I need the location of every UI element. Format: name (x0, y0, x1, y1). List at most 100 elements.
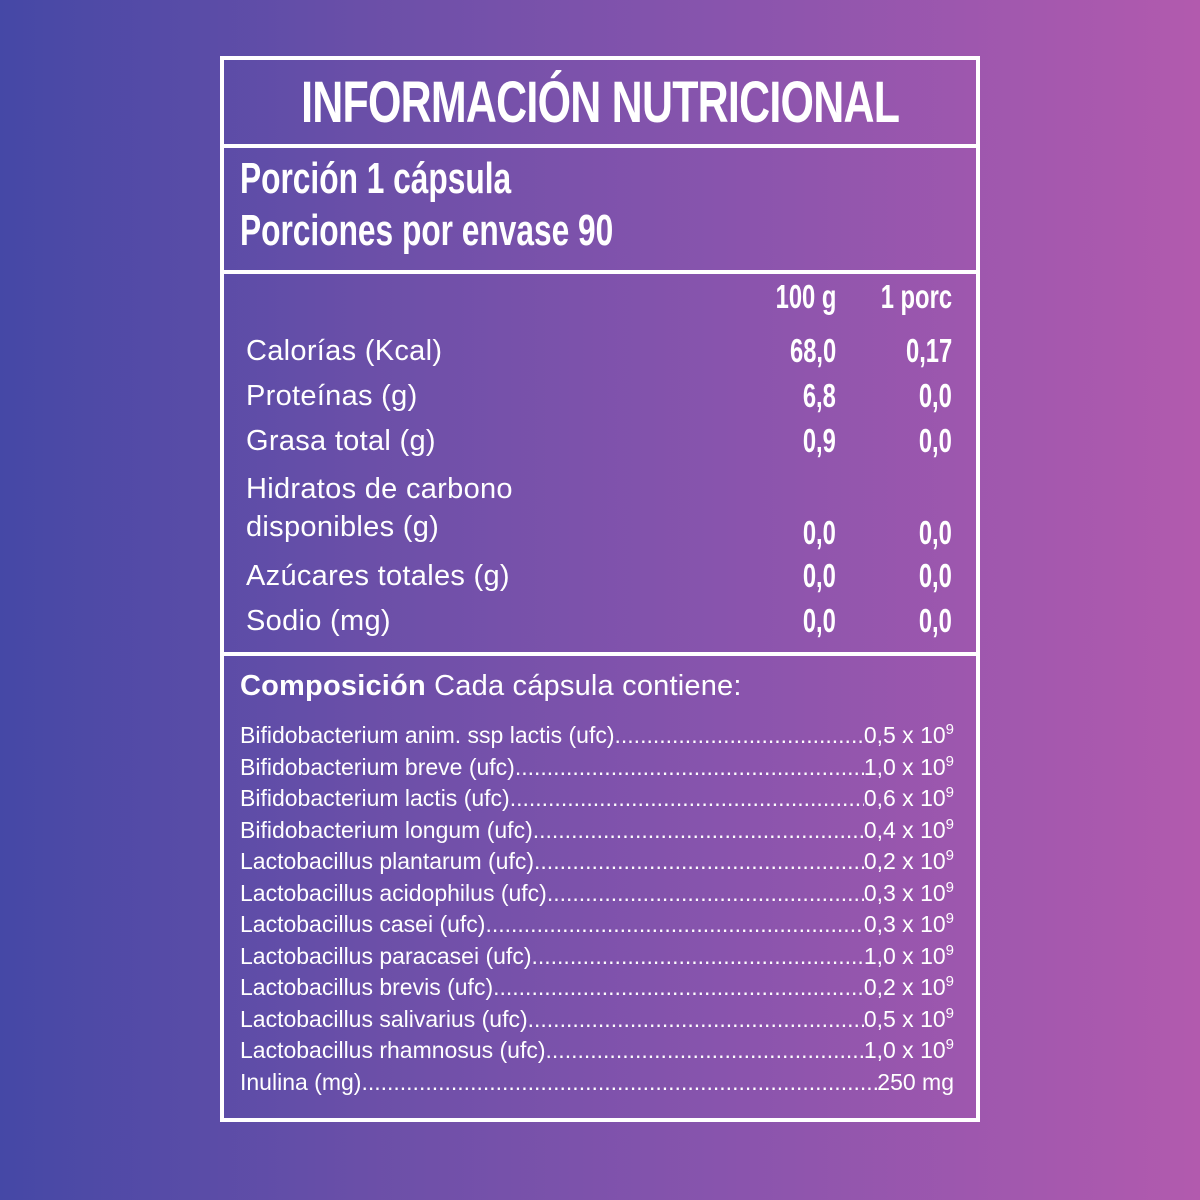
composition-row: Lactobacillus rhamnosus (ufc) 1,0 x 109 (240, 1037, 954, 1067)
ingredient-amount-exponent: 9 (945, 752, 954, 770)
ingredient-name: Inulina (mg) (240, 1068, 362, 1095)
composition-row: Lactobacillus casei (ufc) 0,3 x 109 (240, 911, 954, 941)
nutrient-label: Grasa total (g) (246, 425, 436, 457)
nutrient-label: Hidratos de carbono (246, 473, 513, 505)
nutrient-label: Sodio (mg) (246, 605, 391, 637)
ingredient-amount-exponent: 9 (945, 941, 954, 959)
dot-leader (485, 911, 863, 938)
column-header-100g: 100 g (775, 278, 836, 315)
ingredient-name: Lactobacillus casei (ufc) (240, 911, 486, 937)
nutrient-value-portion: 0,17 (905, 332, 952, 369)
dot-leader (493, 974, 864, 1001)
nutrient-value-portion: 0,0 (918, 557, 952, 594)
portion-section: Porción 1 cápsula Porciones por envase 9… (224, 148, 976, 274)
composition-row: Lactobacillus salivarius (ufc) 0,5 x 109 (240, 1006, 954, 1036)
composition-row: Lactobacillus plantarum (ufc) 0,2 x 109 (240, 848, 954, 878)
nutrient-value-portion: 0,0 (918, 422, 952, 459)
nutrient-value-100g: 6,8 (802, 377, 836, 414)
ingredient-amount-base: 0,6 x 10 (863, 785, 946, 811)
nutrient-value-portion: 0,0 (918, 602, 952, 639)
portion-size: Porción 1 cápsula (240, 154, 512, 203)
ingredient-amount-exponent: 9 (945, 973, 954, 990)
ingredient-amount-base: 0,2 x 10 (863, 974, 946, 1000)
ingredient-amount-exponent: 9 (945, 815, 954, 833)
dot-leader (546, 1037, 864, 1064)
ingredient-amount: 0,4 x 109 (864, 817, 954, 844)
composition-row: Bifidobacterium breve (ufc) 1,0 x 109 (240, 754, 954, 784)
ingredient-amount-base: 250 mg (877, 1068, 954, 1095)
ingredient-amount: 0,2 x 109 (864, 974, 954, 1001)
dot-leader (615, 722, 864, 749)
ingredient-amount: 250 mg (877, 1069, 954, 1096)
ingredient-amount: 0,6 x 109 (864, 785, 954, 812)
ingredient-name: Lactobacillus rhamnosus (ufc) (240, 1037, 546, 1063)
ingredient-name: Lactobacillus salivarius (ufc) (240, 1005, 528, 1032)
ingredient-amount: 0,5 x 109 (864, 1006, 954, 1033)
composition-heading-text: Cada cápsula contiene: (434, 670, 742, 702)
dot-leader (515, 754, 864, 781)
composition-row: Lactobacillus acidophilus (ufc) 0,3 x 109 (240, 880, 954, 910)
nutrient-value-portion: 0,0 (918, 514, 952, 551)
ingredient-amount-exponent: 9 (945, 847, 954, 864)
composition-section: Composición Cada cápsula contiene: Bifid… (224, 656, 976, 1118)
ingredient-name: Lactobacillus brevis (ufc) (240, 974, 494, 1000)
dot-leader (528, 1006, 864, 1033)
ingredient-amount-exponent: 9 (945, 784, 954, 801)
ingredient-amount: 0,3 x 109 (864, 880, 954, 907)
ingredient-amount-base: 1,0 x 10 (863, 942, 946, 969)
ingredient-amount-base: 0,3 x 10 (863, 911, 946, 937)
ingredient-amount-base: 0,4 x 10 (863, 816, 946, 843)
composition-row: Bifidobacterium longum (ufc) 0,4 x 109 (240, 817, 954, 847)
ingredient-name: Bifidobacterium breve (ufc) (240, 753, 515, 780)
ingredient-amount: 1,0 x 109 (864, 1037, 954, 1064)
ingredient-amount-exponent: 9 (945, 1036, 954, 1053)
dot-leader (510, 785, 864, 812)
ingredient-amount-base: 0,2 x 10 (863, 848, 946, 874)
dot-leader (534, 848, 864, 875)
dot-leader (533, 817, 864, 844)
nutrient-value-100g: 0,0 (802, 602, 836, 639)
servings-per-container: Porciones por envase 90 (240, 206, 614, 255)
nutrient-value-portion: 0,0 (918, 377, 952, 414)
ingredient-amount-exponent: 9 (945, 910, 954, 927)
ingredient-amount: 0,2 x 109 (864, 848, 954, 875)
dot-leader (547, 880, 864, 907)
ingredient-name: Bifidobacterium anim. ssp lactis (ufc) (240, 722, 615, 748)
ingredient-name: Bifidobacterium longum (ufc) (240, 816, 533, 843)
composition-heading: Composición Cada cápsula contiene: (240, 670, 742, 703)
ingredient-amount-base: 1,0 x 10 (863, 1037, 946, 1063)
label-title: INFORMACIÓN NUTRICIONAL (300, 69, 900, 135)
ingredient-amount-base: 0,3 x 10 (863, 879, 946, 906)
composition-row: Lactobacillus paracasei (ufc) 1,0 x 109 (240, 943, 954, 973)
composition-row: Bifidobacterium lactis (ufc) 0,6 x 109 (240, 785, 954, 815)
nutrient-value-100g: 0,0 (802, 557, 836, 594)
ingredient-amount-exponent: 9 (945, 878, 954, 896)
title-bar: INFORMACIÓN NUTRICIONAL (224, 60, 976, 148)
ingredient-name: Lactobacillus plantarum (ufc) (240, 848, 535, 874)
dot-leader (531, 943, 863, 970)
nutrient-value-100g: 0,9 (802, 422, 836, 459)
ingredient-amount-base: 0,5 x 10 (863, 722, 946, 748)
ingredient-amount-base: 0,5 x 10 (863, 1005, 946, 1032)
nutrient-label: Calorías (Kcal) (246, 335, 443, 367)
ingredient-amount: 1,0 x 109 (864, 943, 954, 970)
nutrient-table: 100 g 1 porc Calorías (Kcal) 68,0 0,17 P… (224, 274, 976, 656)
composition-row: Lactobacillus brevis (ufc) 0,2 x 109 (240, 974, 954, 1004)
ingredient-amount: 0,5 x 109 (864, 722, 954, 749)
ingredient-amount-exponent: 9 (945, 721, 954, 738)
nutrient-label: Proteínas (g) (246, 380, 418, 412)
nutrient-value-100g: 68,0 (789, 332, 836, 369)
ingredient-name: Lactobacillus paracasei (ufc) (240, 942, 532, 969)
ingredient-amount-exponent: 9 (945, 1004, 954, 1022)
nutrient-value-100g: 0,0 (802, 514, 836, 551)
ingredient-name: Bifidobacterium lactis (ufc) (240, 785, 510, 811)
column-header-portion: 1 porc (880, 278, 952, 315)
nutrient-label-line2: disponibles (g) (246, 511, 440, 543)
composition-heading-bold: Composición (240, 670, 426, 702)
ingredient-amount: 0,3 x 109 (864, 911, 954, 938)
composition-row: Inulina (mg) 250 mg (240, 1069, 954, 1099)
dot-leader (361, 1069, 877, 1096)
nutrition-label: INFORMACIÓN NUTRICIONAL Porción 1 cápsul… (220, 56, 980, 1122)
ingredient-name: Lactobacillus acidophilus (ufc) (240, 879, 547, 906)
ingredient-amount: 1,0 x 109 (864, 754, 954, 781)
